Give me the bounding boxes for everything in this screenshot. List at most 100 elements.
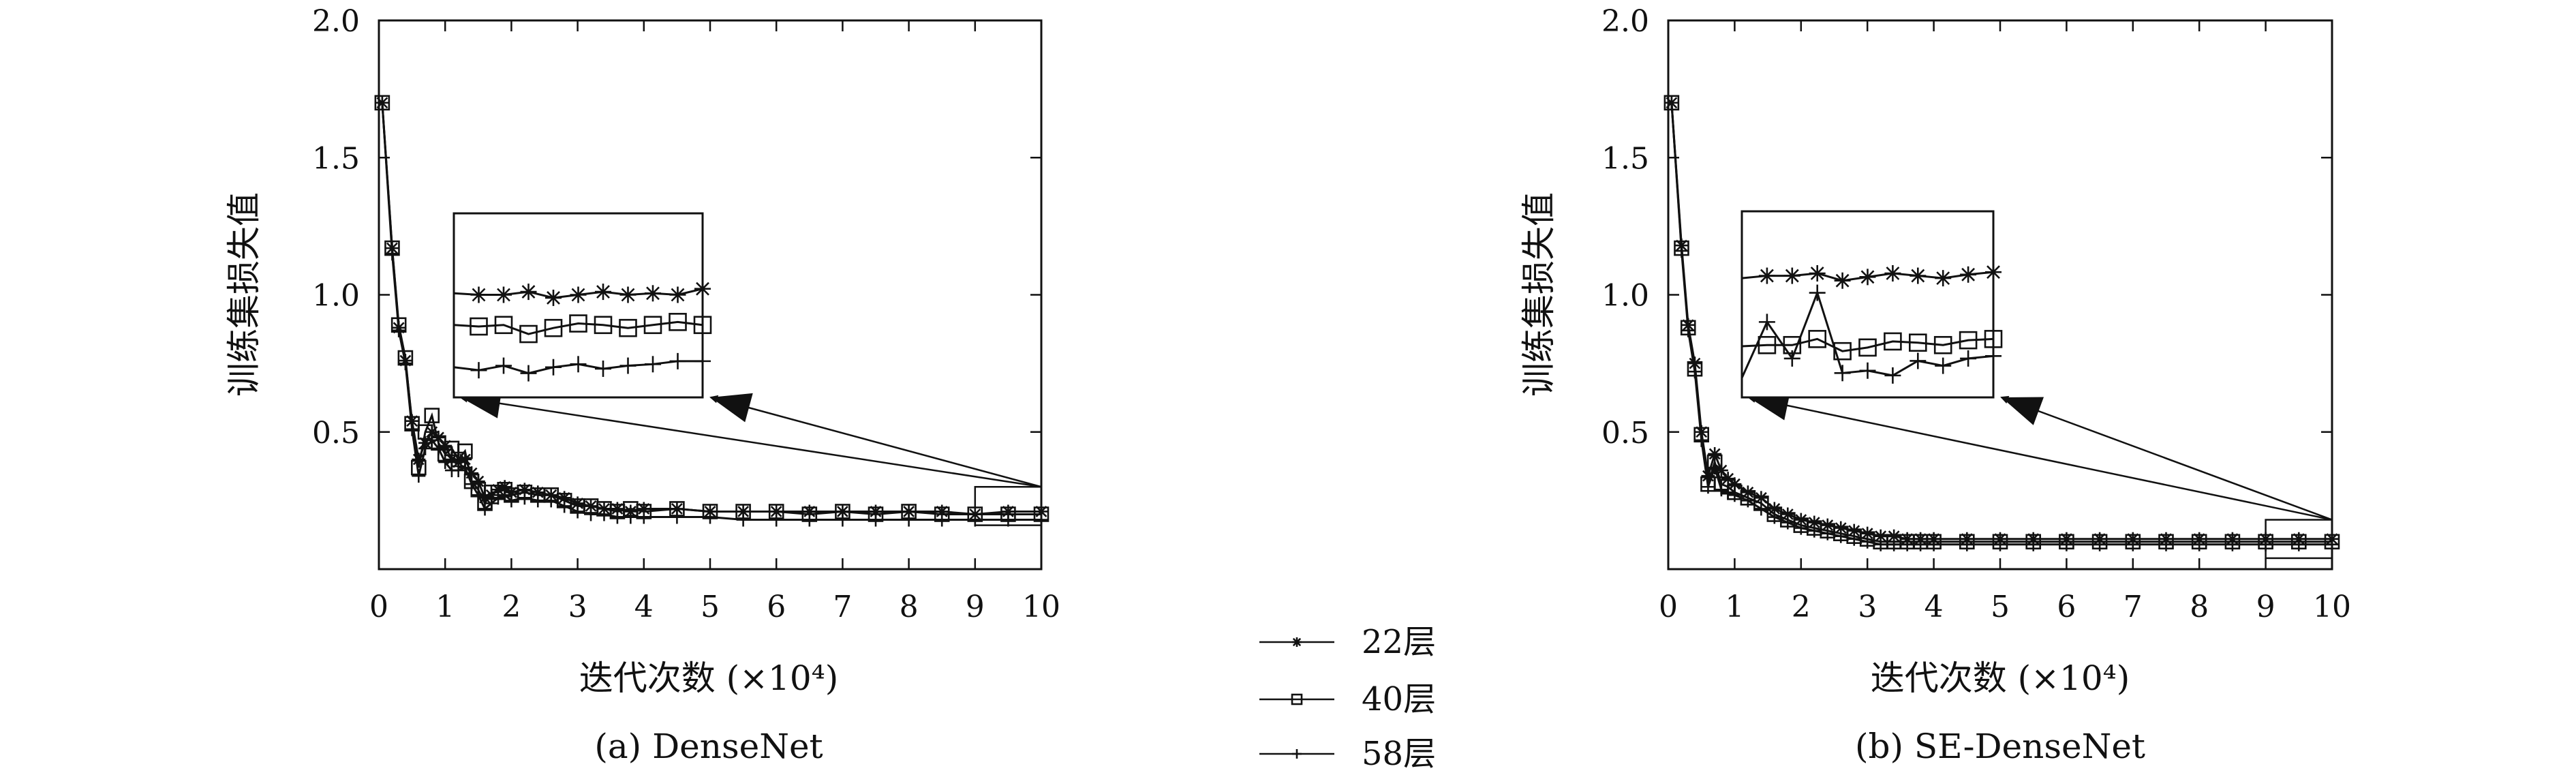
series-group (374, 95, 1049, 527)
legend-label: 22层 (1362, 623, 1436, 661)
inset-data-point (1884, 332, 1902, 351)
data-point (465, 477, 479, 491)
zoom-arrowhead (711, 393, 753, 423)
legend-marker-star (1292, 637, 1302, 647)
inset-data-point (1858, 338, 1877, 357)
data-point (471, 488, 485, 502)
data-point (458, 461, 472, 475)
x-tick-label: 7 (2123, 590, 2143, 624)
marker-square (1858, 338, 1877, 357)
y-tick-label: 1.5 (312, 141, 360, 176)
data-point (457, 443, 473, 459)
inset-data-point (1985, 348, 2002, 365)
data-point (417, 424, 433, 440)
data-point (1001, 513, 1015, 527)
data-point (1927, 537, 1941, 551)
inset-data-point (544, 318, 563, 337)
legend-marker-square (1291, 693, 1303, 705)
data-point (1820, 526, 1835, 541)
inset-data-point (1984, 330, 2003, 348)
y-tick-label: 2.0 (1601, 4, 1649, 39)
inset-data-point (694, 352, 711, 369)
marker-star-d2 (412, 453, 425, 466)
inset-data-point (1935, 270, 1952, 287)
data-point (902, 513, 916, 527)
data-point (451, 464, 465, 478)
marker-star-d2 (1835, 522, 1847, 534)
data-point (1887, 537, 1901, 551)
y-axis-title: 训练集损失值 (1519, 192, 1559, 397)
data-point (1714, 483, 1728, 497)
tick-labels: 0 1 2 3 4 5 6 7 8 9 10 0.5 1.0 1.5 2.0 (312, 4, 1060, 624)
data-point (557, 499, 572, 513)
data-point (935, 513, 949, 527)
marker-star-d2 (497, 288, 510, 302)
legend-item-40: 40层 (1259, 680, 1436, 718)
marker-square (1984, 330, 2003, 348)
marker-star-d2 (1708, 448, 1721, 460)
data-point (1847, 532, 1861, 546)
marker-star-d2 (696, 282, 709, 296)
data-point (2159, 537, 2173, 551)
inset-data-point (669, 352, 686, 369)
data-point (375, 95, 389, 110)
inset-data-point (569, 314, 587, 333)
marker-square (693, 316, 712, 335)
data-point (1754, 491, 1768, 505)
inset-data-point (495, 286, 512, 303)
data-point (1767, 510, 1781, 524)
y-tick-label: 1.0 (312, 279, 360, 314)
marker-star-d2 (571, 288, 585, 302)
inset-data-point (1834, 272, 1851, 289)
x-tick-label: 1 (1725, 590, 1744, 624)
x-axis-title: 迭代次数 (×10⁴) (579, 658, 838, 698)
zoom-arrowhead (2002, 397, 2044, 425)
data-point (624, 510, 638, 524)
legend-label: 58层 (1362, 735, 1436, 772)
marker-star-d2 (521, 285, 536, 299)
marker-star-d2 (1875, 530, 1887, 543)
inset-data-point (1935, 357, 1952, 374)
x-tick-label: 5 (701, 590, 720, 624)
inset-data-point (1833, 341, 1852, 361)
inset-data-point (470, 286, 487, 303)
inset-data-point (1808, 330, 1826, 348)
marker-star-d2 (1822, 519, 1834, 532)
data-point (2292, 537, 2306, 551)
marker-star-d2 (1785, 269, 1799, 283)
data-point (703, 510, 717, 524)
data-point (1754, 502, 1768, 516)
zoom-source-box (974, 486, 1043, 526)
data-point (1847, 523, 1861, 538)
panel-se-densenet: 0 1 2 3 4 5 6 7 8 9 10 0.5 1.0 1.5 2.0 训练集损失值 迭代次数 (×1… (1519, 4, 2351, 766)
marker-star-d2 (1810, 267, 1824, 280)
marker-star-d2 (1987, 265, 2000, 279)
inset-data-point (619, 286, 637, 303)
inset (1741, 210, 2003, 399)
marker-square (417, 424, 433, 440)
data-point (497, 488, 512, 502)
data-point (1860, 534, 1875, 549)
x-tick-label: 2 (1792, 590, 1811, 624)
zoom-arrow-right (2000, 395, 2333, 521)
marker-square (1959, 331, 1978, 350)
x-tick-label: 0 (369, 590, 388, 624)
data-point (2093, 537, 2107, 551)
data-point (517, 491, 532, 505)
data-point (1873, 529, 1888, 543)
data-point (570, 504, 585, 519)
x-tick-label: 1 (435, 590, 455, 624)
data-point (597, 507, 611, 521)
marker-star-d2 (1292, 637, 1302, 647)
marker-square (619, 318, 637, 337)
data-point (1834, 529, 1848, 543)
data-point (504, 493, 519, 508)
data-point (1993, 537, 2007, 551)
inset-data-point (1783, 267, 1800, 284)
legend: 22层 40层 58层 (1259, 623, 1436, 773)
panel-densenet: 0 1 2 3 4 5 6 7 8 9 10 0.5 1.0 1.5 2.0 训练集损失值 迭代次数 (×1… (224, 4, 1060, 766)
y-tick-label: 1.5 (1601, 141, 1649, 176)
data-point (491, 491, 505, 505)
marker-star-d2 (1888, 530, 1900, 543)
zoom-source-box (2265, 519, 2333, 560)
